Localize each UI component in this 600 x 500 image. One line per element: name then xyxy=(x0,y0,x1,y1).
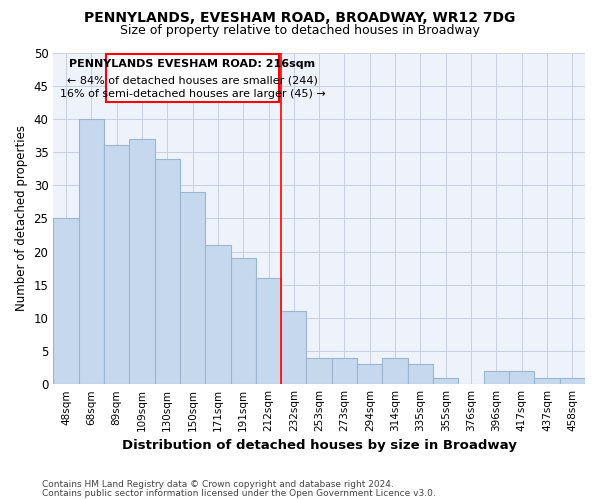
Text: 16% of semi-detached houses are larger (45) →: 16% of semi-detached houses are larger (… xyxy=(59,88,325,99)
Bar xyxy=(484,371,509,384)
Bar xyxy=(509,371,535,384)
Bar xyxy=(332,358,357,384)
Y-axis label: Number of detached properties: Number of detached properties xyxy=(15,126,28,312)
FancyBboxPatch shape xyxy=(106,54,278,102)
Bar xyxy=(433,378,458,384)
Bar xyxy=(281,311,307,384)
Bar xyxy=(129,138,155,384)
Text: Size of property relative to detached houses in Broadway: Size of property relative to detached ho… xyxy=(120,24,480,37)
X-axis label: Distribution of detached houses by size in Broadway: Distribution of detached houses by size … xyxy=(122,440,517,452)
Text: PENNYLANDS EVESHAM ROAD: 216sqm: PENNYLANDS EVESHAM ROAD: 216sqm xyxy=(70,60,316,70)
Text: Contains public sector information licensed under the Open Government Licence v3: Contains public sector information licen… xyxy=(42,488,436,498)
Bar xyxy=(205,245,230,384)
Bar xyxy=(79,119,104,384)
Bar xyxy=(104,146,129,384)
Bar xyxy=(408,364,433,384)
Bar xyxy=(560,378,585,384)
Bar xyxy=(230,258,256,384)
Bar xyxy=(382,358,408,384)
Bar xyxy=(256,278,281,384)
Bar xyxy=(53,218,79,384)
Bar xyxy=(307,358,332,384)
Bar xyxy=(155,158,180,384)
Bar xyxy=(180,192,205,384)
Bar xyxy=(535,378,560,384)
Text: ← 84% of detached houses are smaller (244): ← 84% of detached houses are smaller (24… xyxy=(67,76,318,86)
Text: Contains HM Land Registry data © Crown copyright and database right 2024.: Contains HM Land Registry data © Crown c… xyxy=(42,480,394,489)
Bar xyxy=(357,364,382,384)
Text: PENNYLANDS, EVESHAM ROAD, BROADWAY, WR12 7DG: PENNYLANDS, EVESHAM ROAD, BROADWAY, WR12… xyxy=(85,11,515,25)
